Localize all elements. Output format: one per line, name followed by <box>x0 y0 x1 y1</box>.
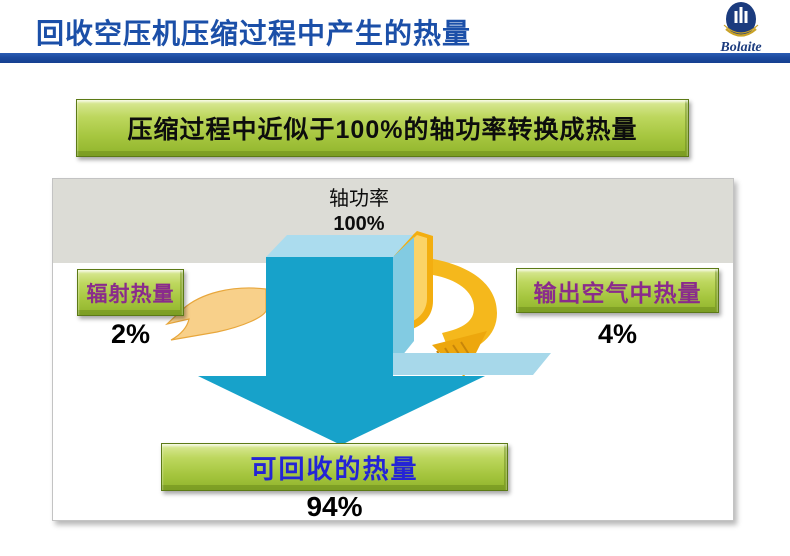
bolaite-logo-text: Bolaite <box>719 40 761 55</box>
radiated-heat-value: 2% <box>110 319 151 349</box>
main-arrow-icon <box>198 235 551 445</box>
title-underline-bar <box>0 53 790 63</box>
energy-flow-arrow-graphic <box>164 231 551 445</box>
bolaite-logo: Bolaite <box>719 2 762 55</box>
shaft-power-name: 轴功率 <box>329 188 389 210</box>
shaft-power-value: 100% <box>333 213 385 235</box>
output-air-heat-value: 4% <box>597 319 638 349</box>
left-branch-arrow-icon <box>164 287 267 341</box>
shaft-power-label: 轴功率 100% <box>259 186 459 236</box>
radiated-heat-label: 辐射热量 <box>77 269 184 316</box>
output-air-heat-label: 输出空气中热量 <box>516 268 719 313</box>
recoverable-heat-label: 可回收的热量 <box>161 443 508 491</box>
crown-emblem-icon <box>723 2 759 37</box>
compression-statement-banner: 压缩过程中近似于100%的轴功率转换成热量 <box>76 99 689 157</box>
recoverable-heat-value: 94% <box>306 491 363 522</box>
energy-flow-diagram-panel: 轴功率 100% 辐射热量 2% 输出空气中热 <box>52 178 734 522</box>
page-title: 回收空压机压缩过程中产生的热量 <box>36 18 472 49</box>
